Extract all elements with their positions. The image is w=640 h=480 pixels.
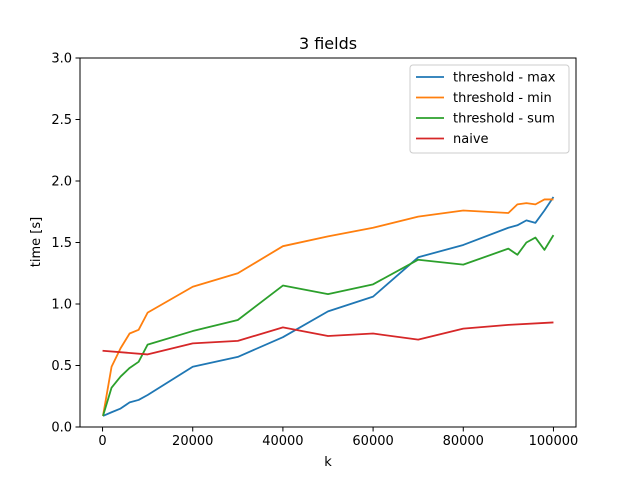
x-tick-label: 40000 — [262, 434, 303, 449]
x-tick-label: 0 — [98, 434, 106, 449]
y-axis: 0.0 0.5 1.0 1.5 2.0 2.5 3.0 — [51, 52, 80, 436]
legend-box — [409, 64, 570, 154]
x-tick-label: 60000 — [352, 434, 393, 449]
y-tick-label: 1.0 — [51, 298, 72, 313]
legend-label: naive — [453, 132, 489, 147]
legend-label: threshold - sum — [453, 112, 555, 127]
chart-title: 3 fields — [299, 34, 357, 53]
legend-label: threshold - min — [453, 91, 552, 106]
series-line-3 — [102, 321, 554, 356]
series-line-0 — [102, 196, 555, 417]
x-tick-label: 20000 — [172, 434, 213, 449]
y-axis-label: time [s] — [29, 217, 44, 267]
x-axis: 0 20000 40000 60000 80000 100000 — [98, 427, 578, 449]
y-tick-label: 2.5 — [51, 113, 72, 128]
x-axis-label: k — [324, 455, 332, 470]
series-line-1 — [102, 198, 554, 417]
x-tick-label: 100000 — [529, 434, 579, 449]
legend: threshold - max threshold - min threshold … — [409, 64, 570, 154]
y-tick-label: 3.0 — [51, 52, 72, 67]
y-tick-label: 1.5 — [51, 236, 72, 251]
legend-label: threshold - max — [453, 71, 556, 86]
series-line-2 — [102, 234, 555, 417]
y-tick-label: 2.0 — [51, 175, 72, 190]
x-tick-label: 80000 — [443, 434, 484, 449]
y-tick-label: 0.0 — [51, 421, 72, 436]
y-tick-label: 0.5 — [51, 359, 72, 374]
